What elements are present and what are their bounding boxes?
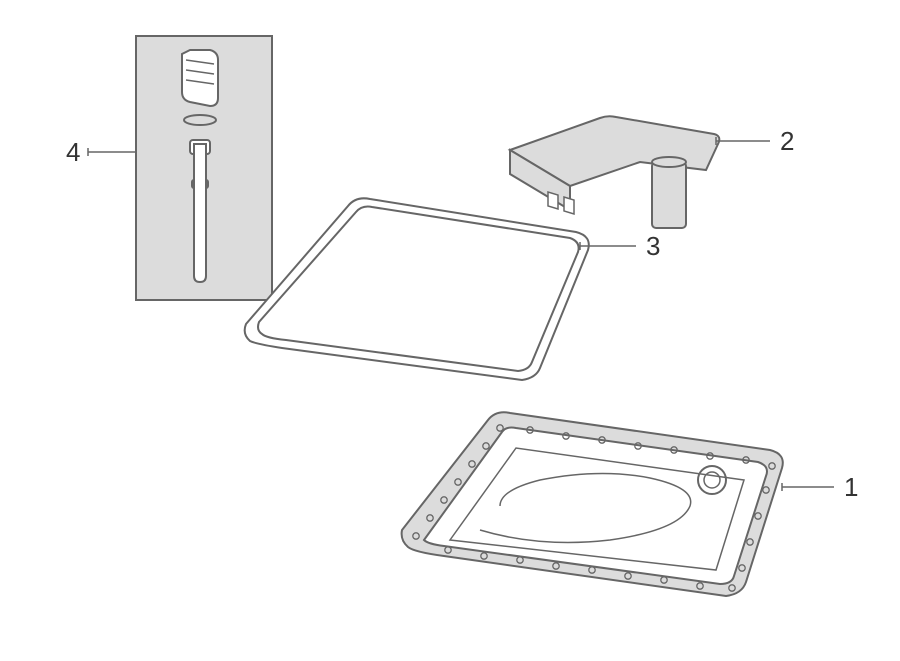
callout-label: 2 [780, 126, 794, 156]
parts-diagram: 1 2 3 4 [0, 0, 900, 661]
callout-label: 4 [66, 137, 80, 167]
dipstick-rod [194, 144, 206, 282]
dipstick-handle [182, 50, 218, 106]
callout-1: 1 [782, 472, 858, 502]
part-3-gasket [245, 198, 589, 380]
callout-3: 3 [580, 231, 660, 261]
filter-tube-top [652, 157, 686, 167]
callout-2: 2 [716, 126, 794, 156]
filter-tab [564, 197, 574, 214]
filter-tab [548, 192, 558, 209]
filter-pickup-tube [652, 162, 686, 228]
callout-label: 1 [844, 472, 858, 502]
part-4-dipstick-assembly [136, 36, 272, 300]
callout-label: 3 [646, 231, 660, 261]
part-2-filter [510, 116, 719, 228]
part-1-oil-pan [402, 412, 783, 596]
callout-4: 4 [66, 137, 136, 167]
